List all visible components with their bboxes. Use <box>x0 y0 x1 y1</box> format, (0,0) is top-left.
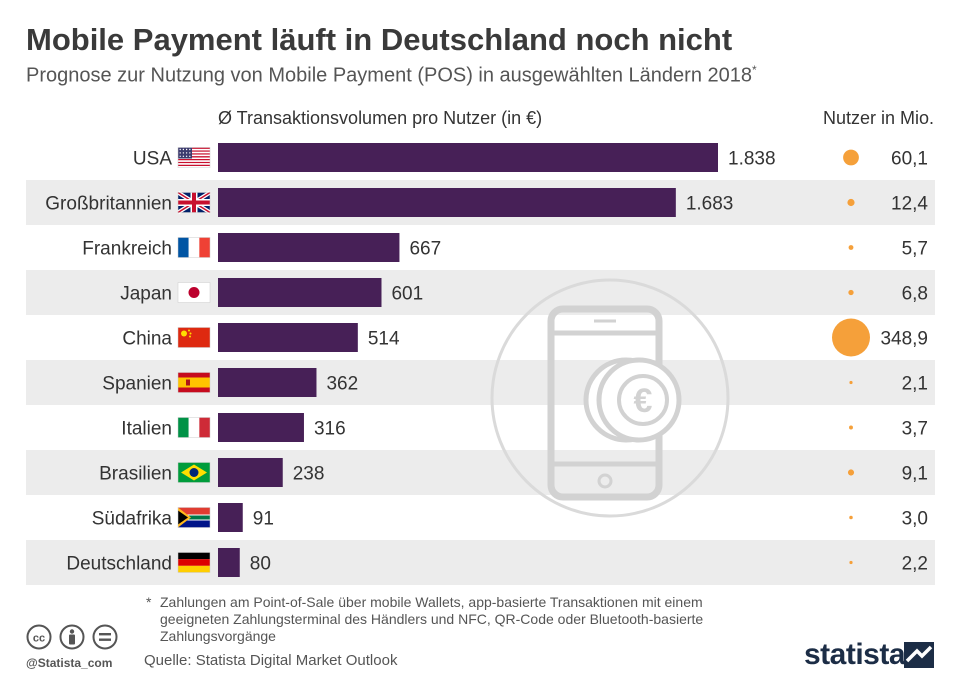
users-bubble <box>849 425 853 430</box>
users-bubble <box>849 515 853 520</box>
spain-flag-icon <box>177 372 211 393</box>
users-value-label: 3,0 <box>902 509 928 530</box>
users-value-label: 6,8 <box>902 284 928 305</box>
bar <box>218 188 676 217</box>
row-stripe <box>26 270 935 315</box>
bar-value-label: 514 <box>368 329 400 350</box>
users-value-label: 5,7 <box>902 239 928 260</box>
row-stripe <box>26 450 935 495</box>
category-label: USA <box>133 149 172 170</box>
row-stripe <box>26 540 935 585</box>
social-handle: @Statista_com <box>26 656 113 670</box>
footnote-text: Zahlungen am Point-of-Sale über mobile W… <box>160 594 704 644</box>
bar <box>218 548 240 577</box>
category-label: Japan <box>120 284 172 305</box>
statista-logo-mark-icon <box>904 642 934 668</box>
bar-value-label: 316 <box>314 419 346 440</box>
row-stripe <box>26 360 935 405</box>
svg-text:€: € <box>634 382 653 420</box>
germany-flag-icon <box>177 552 211 573</box>
users-value-label: 60,1 <box>891 149 928 170</box>
license-icons: cc <box>26 624 118 650</box>
users-value-label: 348,9 <box>880 329 928 350</box>
south-africa-flag-icon <box>177 507 211 528</box>
no-derivatives-icon <box>92 624 118 650</box>
users-bubble <box>849 380 853 385</box>
uk-flag-icon <box>176 190 212 215</box>
users-bubble <box>848 289 854 296</box>
category-label: Frankreich <box>82 239 172 260</box>
users-value-label: 2,1 <box>902 374 928 395</box>
category-label: Südafrika <box>92 509 173 530</box>
footnote: * Zahlungen am Point-of-Sale über mobile… <box>146 594 766 645</box>
users-value-label: 2,2 <box>902 554 928 575</box>
bar-value-label: 601 <box>391 284 423 305</box>
bar <box>218 233 400 262</box>
bar-value-label: 1.838 <box>728 149 776 170</box>
axis-label: Ø Transaktionsvolumen pro Nutzer (in €) <box>218 108 542 128</box>
users-value-label: 12,4 <box>891 194 928 215</box>
page-title: Mobile Payment läuft in Deutschland noch… <box>26 22 733 57</box>
source-text: Quelle: Statista Digital Market Outlook <box>144 652 398 669</box>
category-label: Deutschland <box>66 554 172 575</box>
users-bubble <box>847 198 855 207</box>
users-column-label: Nutzer in Mio. <box>823 108 934 128</box>
bar <box>218 458 283 487</box>
category-label: China <box>122 329 172 350</box>
attribution-icon <box>59 624 85 650</box>
bar <box>218 278 382 307</box>
bar <box>218 413 304 442</box>
bar-value-label: 80 <box>250 554 271 575</box>
bar-chart: € Ø Transaktionsvolumen pro Nutzer (in €)… <box>26 108 935 585</box>
svg-text:cc: cc <box>33 633 45 645</box>
subtitle-footnote-marker: * <box>752 63 757 77</box>
japan-flag-icon <box>177 282 211 303</box>
cc-icon: cc <box>26 624 52 650</box>
users-value-label: 3,7 <box>902 419 928 440</box>
smartphone-euro-coin-icon: € <box>490 278 730 518</box>
subtitle-text: Prognose zur Nutzung von Mobile Payment … <box>26 64 752 87</box>
bar <box>218 143 718 172</box>
bar-value-label: 1.683 <box>686 194 734 215</box>
bar-value-label: 362 <box>326 374 358 395</box>
brazil-flag-icon <box>177 462 211 483</box>
users-bubble <box>848 245 854 250</box>
bar <box>218 323 358 352</box>
users-bubble <box>849 560 853 565</box>
bar <box>218 503 243 532</box>
italy-flag-icon <box>177 417 211 438</box>
footnote-marker: * <box>146 594 152 610</box>
us-flag-icon <box>177 147 211 168</box>
page-subtitle: Prognose zur Nutzung von Mobile Payment … <box>26 63 757 88</box>
category-label: Brasilien <box>99 464 172 485</box>
bar-value-label: 91 <box>253 509 274 530</box>
users-bubble <box>843 149 859 166</box>
france-flag-icon <box>177 237 211 258</box>
bar-value-label: 238 <box>293 464 325 485</box>
bar-value-label: 667 <box>409 239 441 260</box>
users-bubble <box>847 469 855 476</box>
bar <box>218 368 317 397</box>
users-value-label: 9,1 <box>902 464 928 485</box>
category-label: Spanien <box>102 374 172 395</box>
statista-logo: statista <box>804 638 906 671</box>
category-label: Italien <box>121 419 172 440</box>
category-label: Großbritannien <box>45 194 172 215</box>
users-bubble <box>832 318 870 357</box>
china-flag-icon <box>177 327 211 348</box>
